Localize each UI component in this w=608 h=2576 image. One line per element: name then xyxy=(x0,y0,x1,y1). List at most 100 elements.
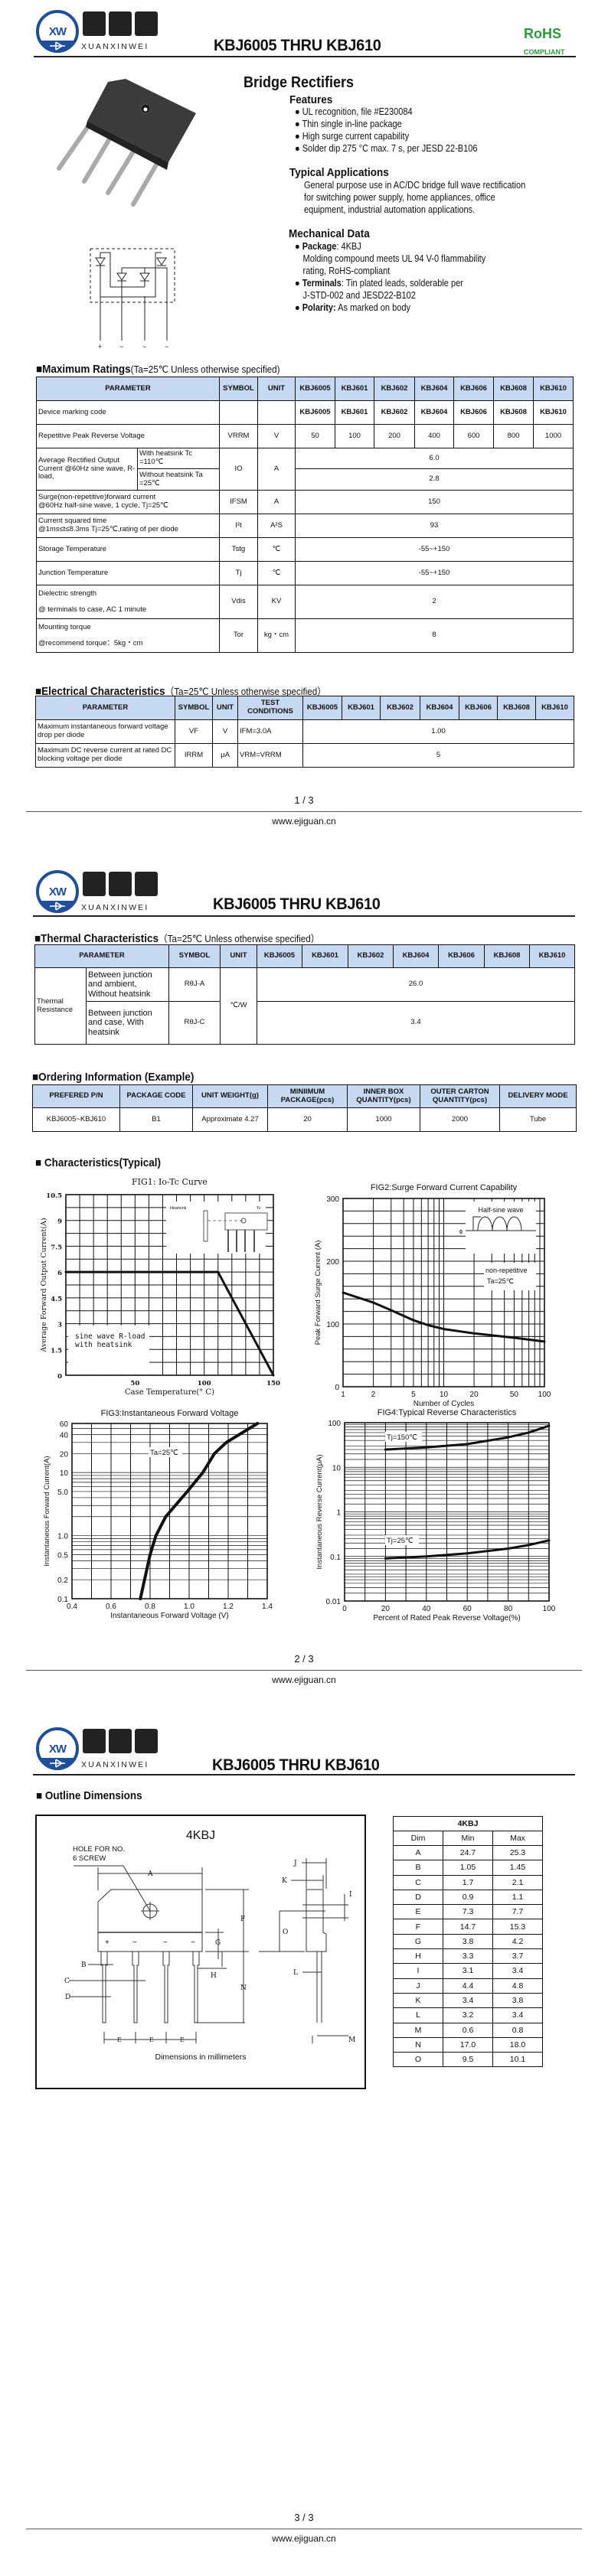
table-cell: KBJ602 xyxy=(374,400,415,425)
y-tick-label: 7.5 xyxy=(51,1244,62,1251)
table-cell: I²t xyxy=(219,514,258,538)
product-heading: Bridge Rectifiers xyxy=(244,74,355,91)
table-cell: ℃/W xyxy=(220,967,257,1045)
text: Package xyxy=(302,241,337,252)
chart-title: FIG1: Io-Tc Curve xyxy=(132,1177,208,1187)
table-cell: 6.0 xyxy=(295,448,574,469)
text: ● Package: 4KBJ xyxy=(295,241,361,252)
diode-symbol xyxy=(156,257,167,266)
chart-title: FIG3:Instantaneous Forward Voltage xyxy=(101,1409,239,1418)
table-cell: IO xyxy=(219,448,258,491)
x-tick-label: 20 xyxy=(381,1605,391,1613)
dim-min: 0.9 xyxy=(443,1889,493,1906)
table-cell: ℃ xyxy=(257,561,296,585)
logo-mark: XW xyxy=(49,25,67,38)
dim-letter: M xyxy=(393,2022,443,2038)
dim-min: 1.7 xyxy=(443,1874,493,1890)
electrical-table: PARAMETER SYMBOL UNIT TEST CONDITIONS KBJ60… xyxy=(35,696,574,768)
table-cell: KBJ6005 xyxy=(295,400,335,425)
table-cell: RθJ-C xyxy=(168,1001,221,1045)
table-cell: Tj xyxy=(219,561,258,585)
x-tick-label: 20 xyxy=(470,1391,479,1399)
y-tick-label: 0.1 xyxy=(57,1596,68,1604)
table-row: Thermal Resistance Between junction and … xyxy=(34,967,575,1045)
text: for switching power supply, home applian… xyxy=(304,192,495,203)
y-axis-label: Instantaneous Reverse Current(μA) xyxy=(315,1454,324,1569)
y-tick-label: 0 xyxy=(335,1384,339,1392)
footer-divider xyxy=(26,811,582,812)
y-tick-label: 1 xyxy=(336,1509,341,1518)
dim-letter: B xyxy=(393,1860,443,1876)
table-cell: Maximum DC reverse current at rated DC b… xyxy=(35,743,175,768)
heatsink-icon xyxy=(203,1210,208,1242)
table-cell: VF xyxy=(175,719,213,744)
footer-url[interactable]: www.ejiguan.cn xyxy=(272,2533,336,2544)
table-cell: VRM=VRRM xyxy=(237,743,303,768)
plot-area xyxy=(342,1198,545,1387)
dim-min: 14.7 xyxy=(443,1919,493,1935)
table-cell: -55~+150 xyxy=(295,561,574,585)
table-row: E 7.3 7.7 xyxy=(393,1904,544,1920)
table-cell: 1.00 xyxy=(302,719,574,744)
x-axis-label: Case Temperature(° C) xyxy=(125,1388,214,1397)
chart-title: FIG4:Typical Reverse Characteristics xyxy=(378,1408,517,1417)
circuit-pin-label: + xyxy=(98,343,102,351)
y-tick-label: 0.1 xyxy=(330,1554,341,1562)
table-cell: Surge(non-repetitive)forward current @60H… xyxy=(36,490,220,514)
logo-base xyxy=(39,41,76,54)
series-line xyxy=(384,1424,551,1451)
table-cell: KBJ604 xyxy=(414,400,454,425)
dim-letter: G xyxy=(393,1933,443,1950)
text: ● Polarity: As marked on body xyxy=(295,302,410,313)
table-row: N 17.0 18.0 xyxy=(393,2036,544,2053)
document-title: KBJ6005 THRU KBJ610 xyxy=(213,895,381,913)
chart-fig4 xyxy=(344,1422,551,1602)
inset-label: Half-sine wave xyxy=(478,1206,523,1214)
dim-max: 7.7 xyxy=(492,1904,544,1920)
table-cell: 26.0 xyxy=(257,967,575,1002)
table-cell: Device marking code xyxy=(36,400,220,425)
logo-glyph xyxy=(135,872,158,896)
bridge-circuit-diagram xyxy=(90,248,175,341)
features-heading: Features xyxy=(289,93,333,106)
y-tick-label: 4.5 xyxy=(51,1296,62,1303)
table-cell: Min xyxy=(443,1831,493,1846)
dim-letter: K xyxy=(393,1992,443,2009)
text: High surge current capability xyxy=(302,131,410,142)
series-label: Tj=25℃ xyxy=(387,1537,414,1545)
dim-letter: H xyxy=(393,1948,443,1965)
table-row: Between junction and case, With heatsink… xyxy=(35,1001,575,1045)
footer-url[interactable]: www.ejiguan.cn xyxy=(272,816,336,827)
y-tick-label: 6 xyxy=(57,1270,62,1277)
y-tick-label: 9 xyxy=(57,1218,62,1226)
half-sine-wave-icon xyxy=(466,1216,536,1231)
table-cell: KBJ601 xyxy=(302,944,348,968)
units-note: Dimensions in millimeters xyxy=(155,2053,247,2062)
diode-symbol xyxy=(116,272,127,282)
table-row: G 3.8 4.2 xyxy=(393,1933,544,1950)
table-cell: 3.4 xyxy=(257,1001,575,1045)
table-cell: 1000 xyxy=(347,1107,420,1132)
dim-letter: F xyxy=(393,1919,443,1935)
table-header-row: PREFERED P/N PACKAGE CODE UNIT WEIGHT(g) MI… xyxy=(32,1084,577,1108)
table-cell: KBJ604 xyxy=(414,377,454,401)
table-cell: Between junction and ambient, Without he… xyxy=(86,967,169,1002)
page-number: 1 / 3 xyxy=(294,794,314,806)
table-cell: KBJ610 xyxy=(533,377,574,401)
text: @recommend torque：5kg・cm xyxy=(38,638,143,647)
logo-glyph xyxy=(83,872,106,896)
table-cell: Current squared time @1ms≤t≤8.3ms Tj=25℃,… xyxy=(36,514,220,538)
table-cell: 100 xyxy=(335,424,374,448)
footer-url[interactable]: www.ejiguan.cn xyxy=(272,1674,336,1685)
text: UL recognition, file #E230084 xyxy=(302,106,413,117)
header-divider xyxy=(34,56,576,57)
text: ■Electrical Characteristics xyxy=(35,685,165,698)
package-body xyxy=(87,79,196,162)
annotation-box xyxy=(385,1432,422,1442)
table-cell: V xyxy=(212,719,238,744)
text: （Ta=25℃ Unless otherwise specified） xyxy=(158,933,320,944)
table-cell: KBJ602 xyxy=(374,377,415,401)
table-row: Maximum DC reverse current at rated DC b… xyxy=(35,743,574,768)
circuit-outline xyxy=(90,248,175,303)
dim-min: 3.8 xyxy=(443,1933,493,1950)
